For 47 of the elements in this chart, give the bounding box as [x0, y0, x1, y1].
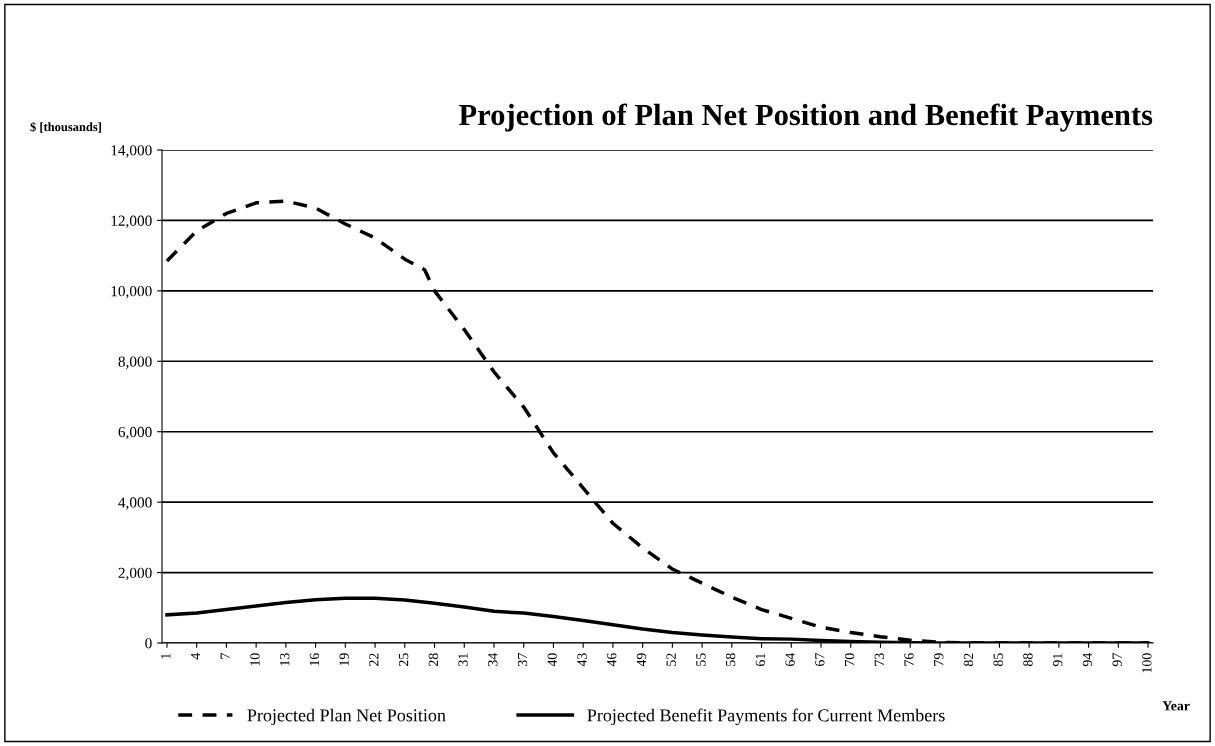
y-tick-label: 0 [145, 638, 152, 649]
x-tick-label: 97 [1112, 653, 1122, 667]
x-tick-label: 16 [309, 653, 320, 666]
x-tick-label: 28 [428, 653, 438, 666]
x-tick-label: 61 [755, 653, 766, 667]
y-tick-label: 8,000 [118, 356, 152, 369]
x-tick-label: 19 [339, 653, 349, 666]
legend-label: Projected Plan Net Position [247, 708, 446, 726]
x-tick-label: 34 [488, 652, 498, 666]
x-tick-label: 55 [696, 653, 706, 666]
x-tick-label: 40 [547, 653, 557, 667]
x-tick-label: 52 [666, 653, 676, 666]
x-tick-label: 85 [993, 653, 1003, 667]
x-tick-label: 64 [785, 652, 795, 667]
y-tick-label: 6,000 [118, 426, 152, 440]
y-tick-label: 4,000 [118, 497, 152, 510]
x-tick-label: 7 [220, 653, 230, 659]
y-tick-label: 10,000 [111, 286, 152, 299]
x-tick-label: 22 [369, 653, 379, 666]
x-tick-label: 91 [1053, 653, 1063, 667]
x-tick-label: 94 [1082, 652, 1093, 667]
x-tick-label: 37 [517, 653, 528, 666]
x-tick-label: 82 [963, 653, 974, 667]
legend-label: Projected Benefit Payments for Current Members [587, 708, 945, 726]
x-tick-label: 25 [398, 653, 409, 666]
x-tick-label: 58 [725, 653, 736, 666]
x-tick-label: 67 [815, 653, 825, 667]
x-tick-label: 43 [577, 653, 587, 667]
y-tick-label: 12,000 [111, 215, 152, 229]
x-tick-label: 76 [904, 653, 914, 666]
x-tick-label: 13 [280, 653, 290, 666]
x-tick-label: 10 [250, 653, 260, 666]
x-tick-label: 88 [1023, 653, 1033, 667]
x-tick-label: 31 [458, 653, 468, 666]
x-tick-label: 1 [161, 653, 171, 659]
x-tick-label: 49 [636, 653, 647, 667]
chart-title: Projection of Plan Net Position and Benefit Payments [459, 103, 1153, 132]
x-tick-label: 46 [607, 653, 617, 667]
x-tick-label: 4 [190, 652, 201, 660]
y-tick-label: 2,000 [118, 567, 152, 581]
y-axis-title: $ [thousands] [30, 121, 101, 133]
x-axis-title: Year [1162, 701, 1190, 711]
x-tick-label: 73 [874, 653, 884, 666]
y-tick-label: 14,000 [111, 145, 152, 158]
x-tick-label: 70 [844, 653, 855, 666]
x-tick-label: 79 [934, 653, 944, 666]
x-tick-label: 100 [1142, 653, 1152, 673]
